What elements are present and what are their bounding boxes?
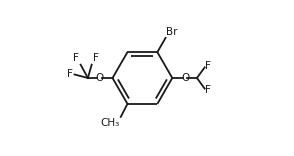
Text: F: F bbox=[206, 61, 211, 71]
Text: CH₃: CH₃ bbox=[100, 118, 119, 128]
Text: O: O bbox=[181, 73, 189, 83]
Text: F: F bbox=[67, 69, 73, 79]
Text: O: O bbox=[95, 73, 103, 83]
Text: F: F bbox=[206, 85, 211, 95]
Text: Br: Br bbox=[166, 27, 178, 37]
Text: F: F bbox=[93, 53, 99, 63]
Text: F: F bbox=[73, 53, 79, 63]
